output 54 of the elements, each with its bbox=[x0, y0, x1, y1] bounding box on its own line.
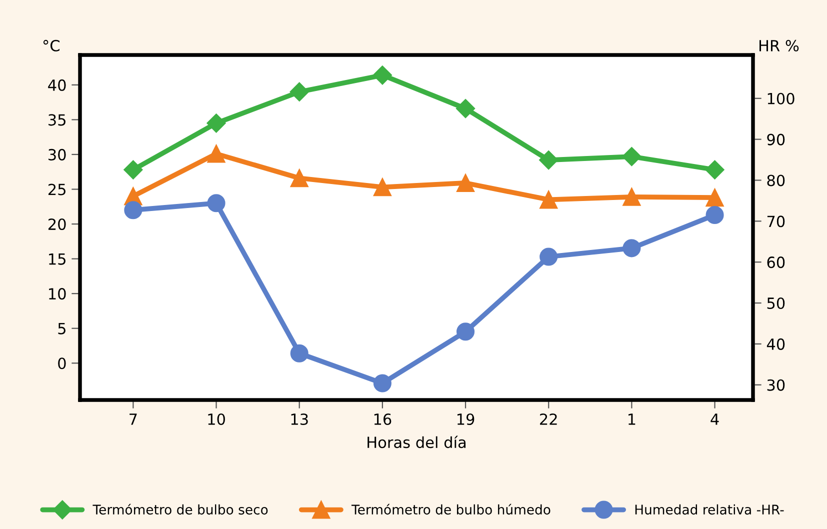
point bbox=[622, 239, 641, 258]
y-tick-label: 35 bbox=[48, 114, 66, 126]
x-tick-label: 7 bbox=[130, 414, 137, 425]
y2-tick-label: 80 bbox=[767, 174, 785, 186]
y2-axis-title: HR % bbox=[760, 40, 799, 52]
x-tick-label: 10 bbox=[208, 413, 225, 426]
point bbox=[207, 144, 226, 163]
legend-label: Termómetro de bulbo húmedo bbox=[351, 504, 550, 515]
point bbox=[290, 82, 309, 102]
x-tick-label: 19 bbox=[457, 413, 474, 426]
x-axis-title: Horas del día bbox=[368, 436, 466, 448]
legend-label: Termómetro de bulbo seco bbox=[92, 504, 268, 515]
point bbox=[124, 160, 143, 180]
point bbox=[373, 178, 392, 196]
point bbox=[706, 188, 724, 207]
point bbox=[290, 169, 308, 188]
point bbox=[540, 248, 558, 266]
point bbox=[372, 66, 392, 85]
y-tick-label: 20 bbox=[48, 218, 66, 230]
point bbox=[373, 374, 392, 392]
y2-tick-label: 40 bbox=[766, 338, 785, 350]
point bbox=[540, 190, 558, 209]
y-tick-label: 15 bbox=[49, 253, 66, 265]
point bbox=[207, 194, 226, 212]
y-tick-label: 0 bbox=[58, 358, 66, 370]
y2-tick-label: 90 bbox=[767, 134, 785, 146]
y2-tick-label: 50 bbox=[767, 297, 785, 310]
x-tick-label: 1 bbox=[628, 414, 636, 425]
legend-label: Humedad relativa -HR- bbox=[635, 504, 784, 515]
point bbox=[124, 201, 142, 220]
point bbox=[706, 206, 724, 224]
point bbox=[705, 160, 724, 180]
x-tick-label: 22 bbox=[540, 413, 557, 425]
point bbox=[622, 147, 642, 166]
x-tick-label: 13 bbox=[291, 413, 308, 426]
y-tick-label: 30 bbox=[48, 148, 66, 160]
point bbox=[456, 99, 476, 118]
y-axis-title: °C bbox=[43, 40, 60, 52]
point bbox=[456, 322, 475, 341]
point bbox=[539, 150, 558, 170]
y2-tick-label: 70 bbox=[767, 216, 785, 228]
y2-tick-label: 100 bbox=[768, 92, 794, 104]
x-tick-label: 4 bbox=[710, 414, 719, 425]
point bbox=[622, 188, 641, 206]
x-tick-label: 16 bbox=[374, 413, 392, 426]
y-tick-label: 10 bbox=[49, 288, 66, 300]
point bbox=[290, 344, 308, 362]
y2-tick-label: 30 bbox=[767, 379, 785, 391]
point bbox=[456, 174, 475, 192]
y-tick-label: 25 bbox=[48, 184, 66, 196]
point bbox=[206, 114, 226, 133]
y-tick-label: 5 bbox=[58, 323, 66, 334]
y-tick-label: 40 bbox=[48, 79, 66, 91]
y2-tick-label: 60 bbox=[767, 256, 785, 268]
